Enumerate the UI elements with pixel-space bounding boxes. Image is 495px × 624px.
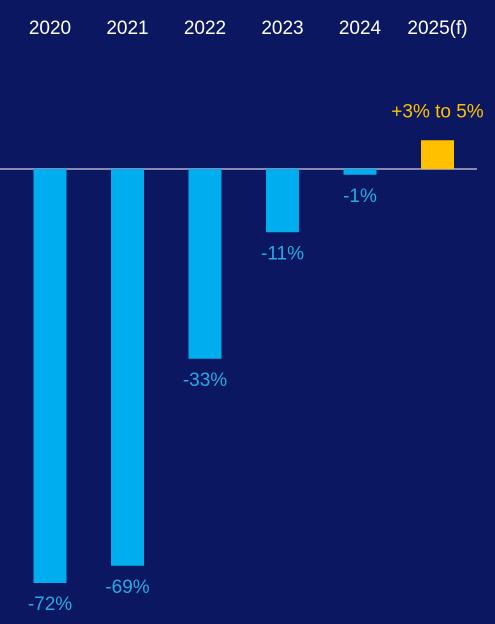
x-tick-label: 2023 bbox=[261, 18, 303, 39]
value-label: -69% bbox=[105, 577, 149, 598]
bar bbox=[343, 169, 377, 175]
value-label: -1% bbox=[343, 186, 377, 207]
bar bbox=[33, 169, 67, 583]
x-tick-label: 2022 bbox=[184, 18, 226, 39]
x-tick-label: 2020 bbox=[29, 18, 71, 39]
value-label: -33% bbox=[183, 370, 227, 391]
value-label: -72% bbox=[28, 594, 72, 615]
x-tick-label: 2025(f) bbox=[407, 18, 467, 39]
x-tick-label: 2021 bbox=[106, 18, 148, 39]
bar bbox=[421, 140, 454, 169]
x-tick-label: 2024 bbox=[339, 18, 382, 39]
bar bbox=[188, 169, 222, 359]
bar bbox=[111, 169, 144, 566]
bar bbox=[266, 169, 299, 233]
value-label: +3% to 5% bbox=[391, 101, 484, 122]
value-label: -11% bbox=[261, 243, 304, 264]
